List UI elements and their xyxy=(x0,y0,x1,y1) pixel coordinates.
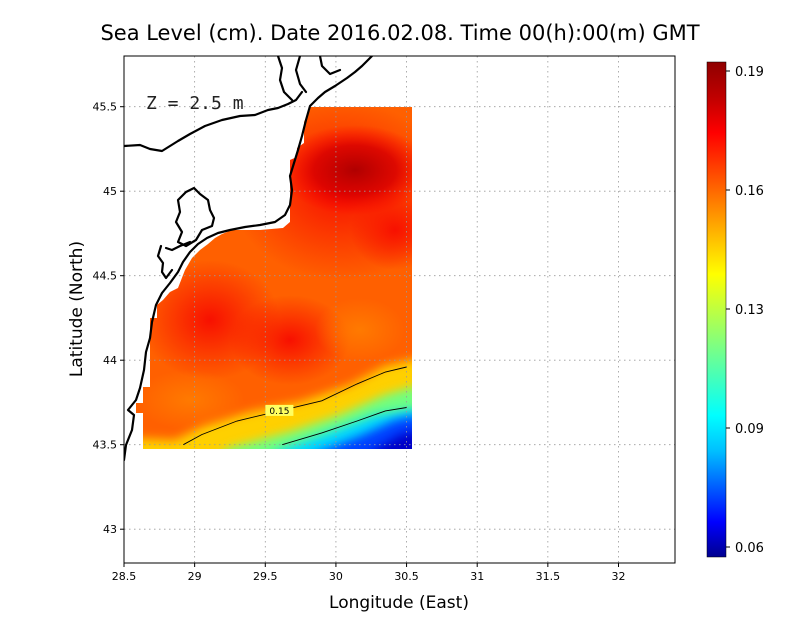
x-tick-label: 29 xyxy=(188,570,202,583)
grid-lines xyxy=(124,56,675,563)
contour-line xyxy=(282,407,407,446)
x-tick-label: 32 xyxy=(611,570,625,583)
field-band-blue xyxy=(285,415,412,449)
y-tick-label: 43 xyxy=(103,523,117,536)
x-tick-label: 31 xyxy=(470,570,484,583)
sea-level-field xyxy=(136,107,412,449)
coastline-delta-channel xyxy=(164,240,192,252)
colorbar-tick-label: 0.19 xyxy=(735,65,764,80)
colorbar-tick-label: 0.16 xyxy=(735,184,764,199)
map-title: Sea Level (cm). Date 2016.02.08. Time 00… xyxy=(100,21,699,45)
x-axis-ticks: 28.5 29 29.5 30 30.5 31 31.5 32 xyxy=(112,563,625,583)
coastline-liman xyxy=(156,244,174,280)
x-axis-label: Longitude (East) xyxy=(329,593,469,613)
field-blob-orange-sw xyxy=(136,370,245,430)
contour-line xyxy=(183,366,407,446)
y-tick-label: 44 xyxy=(103,354,117,367)
contour-lines: 0.15 xyxy=(183,366,407,446)
field-band-deepblue xyxy=(350,430,412,449)
x-tick-label: 29.5 xyxy=(253,570,278,583)
coastline-danube-delta-outline xyxy=(174,186,216,248)
coastline xyxy=(124,56,374,462)
y-tick-label: 45 xyxy=(103,185,117,198)
x-tick-label: 30 xyxy=(329,570,343,583)
coastline-main xyxy=(124,56,374,462)
contour-label-bg xyxy=(265,404,294,416)
coastline-north-branch xyxy=(318,56,342,76)
coastline-north-inlet xyxy=(276,56,308,102)
y-tick-label: 43.5 xyxy=(93,439,118,452)
colorbar-tick-label: 0.06 xyxy=(735,541,764,556)
y-axis-ticks: 43 43.5 44 44.5 45 45.5 xyxy=(93,101,124,536)
depth-label: Z = 2.5 m xyxy=(146,93,244,114)
field-blob-orange-east xyxy=(315,298,405,362)
colorbar xyxy=(706,61,727,558)
plot-frame xyxy=(123,55,676,564)
field-band-cyan xyxy=(250,408,412,449)
x-tick-label: 28.5 xyxy=(112,570,137,583)
coastline-ukraine-coast xyxy=(124,90,304,153)
x-tick-label: 31.5 xyxy=(536,570,561,583)
colorbar-ticks: 0.19 0.16 0.13 0.09 0.06 xyxy=(726,65,764,556)
x-tick-label: 30.5 xyxy=(394,570,419,583)
y-tick-label: 45.5 xyxy=(93,101,118,114)
colorbar-tick-label: 0.13 xyxy=(735,303,764,318)
y-axis-label: Latitude (North) xyxy=(67,241,87,377)
y-tick-label: 44.5 xyxy=(93,270,118,283)
contour-label: 0.15 xyxy=(269,407,289,417)
field-blob-maximum xyxy=(280,125,412,215)
colorbar-tick-label: 0.09 xyxy=(735,422,764,437)
